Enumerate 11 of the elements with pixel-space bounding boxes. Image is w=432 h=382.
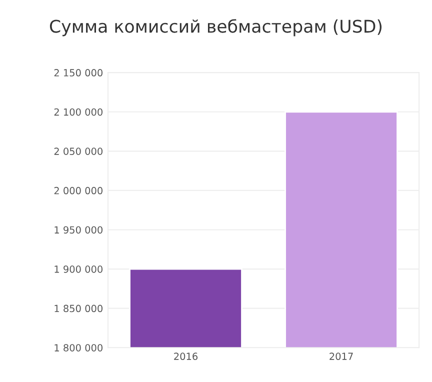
y-tick-label: 2 100 000 — [54, 108, 102, 116]
y-tick-label: 2 050 000 — [54, 148, 102, 155]
chart-title: Сумма комиссий вебмастерам (USD) — [50, 19, 382, 36]
y-tick-label: 1 950 000 — [54, 226, 102, 234]
x-tick-label: 2017 — [330, 352, 353, 360]
y-tick-label: 1 900 000 — [54, 266, 102, 273]
y-tick-label: 2 150 000 — [54, 69, 102, 76]
x-tick-label: 2016 — [174, 352, 198, 360]
y-tick-label: 1 850 000 — [54, 304, 102, 312]
y-tick-label: 1 800 000 — [54, 344, 102, 352]
y-tick-label: 2 000 000 — [54, 186, 102, 194]
